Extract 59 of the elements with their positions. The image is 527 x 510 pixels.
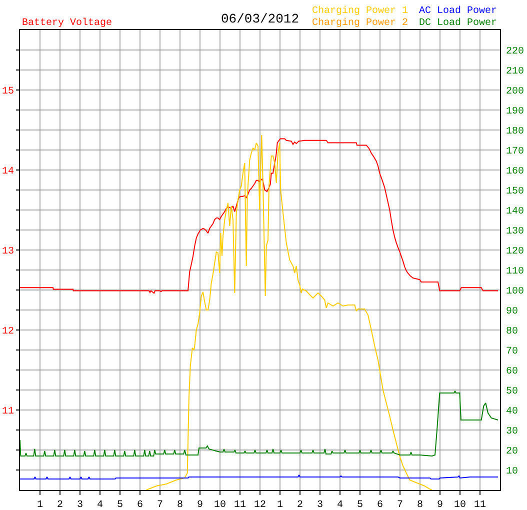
y2-tick-label: 80	[506, 326, 518, 338]
x-tick-label: 2	[296, 500, 304, 510]
y-axis-title: Battery Voltage	[22, 17, 112, 29]
y-tick-label: 13	[2, 246, 14, 258]
x-tick-label: 10	[454, 500, 466, 510]
x-tick-label: 3	[76, 500, 84, 510]
y2-tick-label: 60	[506, 366, 518, 378]
y2-tick-label: 10	[506, 466, 518, 478]
x-tick-label: 8	[176, 500, 184, 510]
x-tick-label: 4	[96, 500, 104, 510]
y-tick-label: 12	[2, 326, 14, 338]
text: Charging Power 1	[312, 5, 408, 17]
y2-tick-label: 70	[506, 346, 518, 358]
y2-tick-label: 220	[506, 46, 524, 58]
x-tick-label: 9	[436, 500, 444, 510]
y2-tick-label: 50	[506, 386, 518, 398]
x-tick-label: 6	[136, 500, 144, 510]
y2-tick-label: 180	[506, 126, 524, 138]
x-tick-label: 8	[416, 500, 424, 510]
y2-tick-label: 90	[506, 306, 518, 318]
x-tick-label: 5	[116, 500, 124, 510]
x-tick-label: 1	[276, 500, 284, 510]
y2-tick-label: 210	[506, 66, 524, 78]
y2-tick-label: 150	[506, 186, 524, 198]
x-tick-label: 11	[474, 500, 486, 510]
text: AC Load Power	[419, 5, 498, 17]
x-tick-label: 7	[396, 500, 404, 510]
x-tick-label: 12	[254, 500, 266, 510]
x-tick-label: 2	[56, 500, 64, 510]
y2-tick-label: 200	[506, 86, 524, 98]
y2-tick-label: 20	[506, 446, 518, 458]
y2-tick-label: 170	[506, 146, 524, 158]
line-series	[146, 134, 432, 490]
y2-tick-label: 120	[506, 246, 524, 258]
legend-label: Charging Power 2	[312, 17, 408, 29]
x-tick-label: 7	[156, 500, 164, 510]
x-tick-label: 5	[356, 500, 364, 510]
y-tick-label: 15	[2, 86, 14, 98]
text: DC Load Power	[419, 17, 498, 29]
y2-tick-label: 190	[506, 106, 524, 118]
x-tick-label: 11	[234, 500, 246, 510]
x-tick-label: 3	[316, 500, 324, 510]
y2-tick-label: 40	[506, 406, 518, 418]
y2-tick-label: 100	[506, 286, 524, 298]
chart-title: 06/03/2012	[220, 12, 300, 27]
y2-tick-label: 110	[506, 266, 524, 278]
x-tick-label: 9	[196, 500, 204, 510]
y-tick-label: 11	[2, 406, 14, 418]
x-tick-label: 4	[336, 500, 344, 510]
line-series	[20, 390, 498, 456]
x-tick-label: 6	[376, 500, 384, 510]
x-tick-label: 1	[36, 500, 44, 510]
line-series	[20, 138, 498, 294]
y2-tick-label: 140	[506, 206, 524, 218]
y-tick-label: 14	[2, 166, 14, 178]
y2-tick-label: 130	[506, 226, 524, 238]
y2-tick-label: 30	[506, 426, 518, 438]
y2-tick-label: 160	[506, 166, 524, 178]
x-tick-label: 10	[214, 500, 226, 510]
